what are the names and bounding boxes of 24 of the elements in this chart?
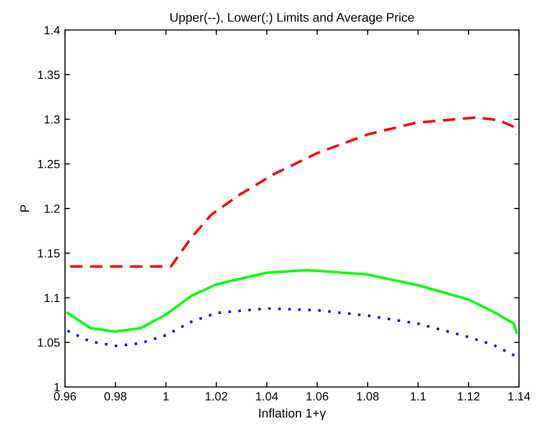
y-tick-label: 1.35 [38,70,60,80]
line-series [68,116,518,268]
y-tick-label: 1.25 [38,160,60,168]
y-tick-label: 1.3 [44,115,60,124]
x-axis-title: Inflation 1+γ [259,408,326,420]
x-tick-label: 1.14 [508,392,530,400]
x-tick-label: 1.12 [458,392,480,400]
y-tick-label: 1.2 [44,204,60,213]
y-axis-title: P [20,204,30,212]
x-tick-label: 1.08 [357,392,379,401]
x-tick-label: 1.1 [410,392,426,400]
line-series [66,268,518,334]
y-tick-label: 1 [54,383,60,392]
y-tick-label: 1.05 [38,338,60,347]
y-tick-label: 1.4 [44,26,60,34]
y-tick-label: 1.15 [38,249,60,258]
chart-title: Upper(--), Lower(:) Limits and Average Price [170,12,414,24]
x-tick-label: 1.06 [306,392,328,401]
x-tick-label: 0.98 [104,392,126,401]
x-tick-label: 1.02 [206,392,228,401]
x-tick-label: 1.04 [256,392,278,401]
y-tick-label: 1.1 [44,294,60,302]
x-tick-label: 1 [164,392,169,400]
x-tick-label: 0.96 [54,392,76,401]
